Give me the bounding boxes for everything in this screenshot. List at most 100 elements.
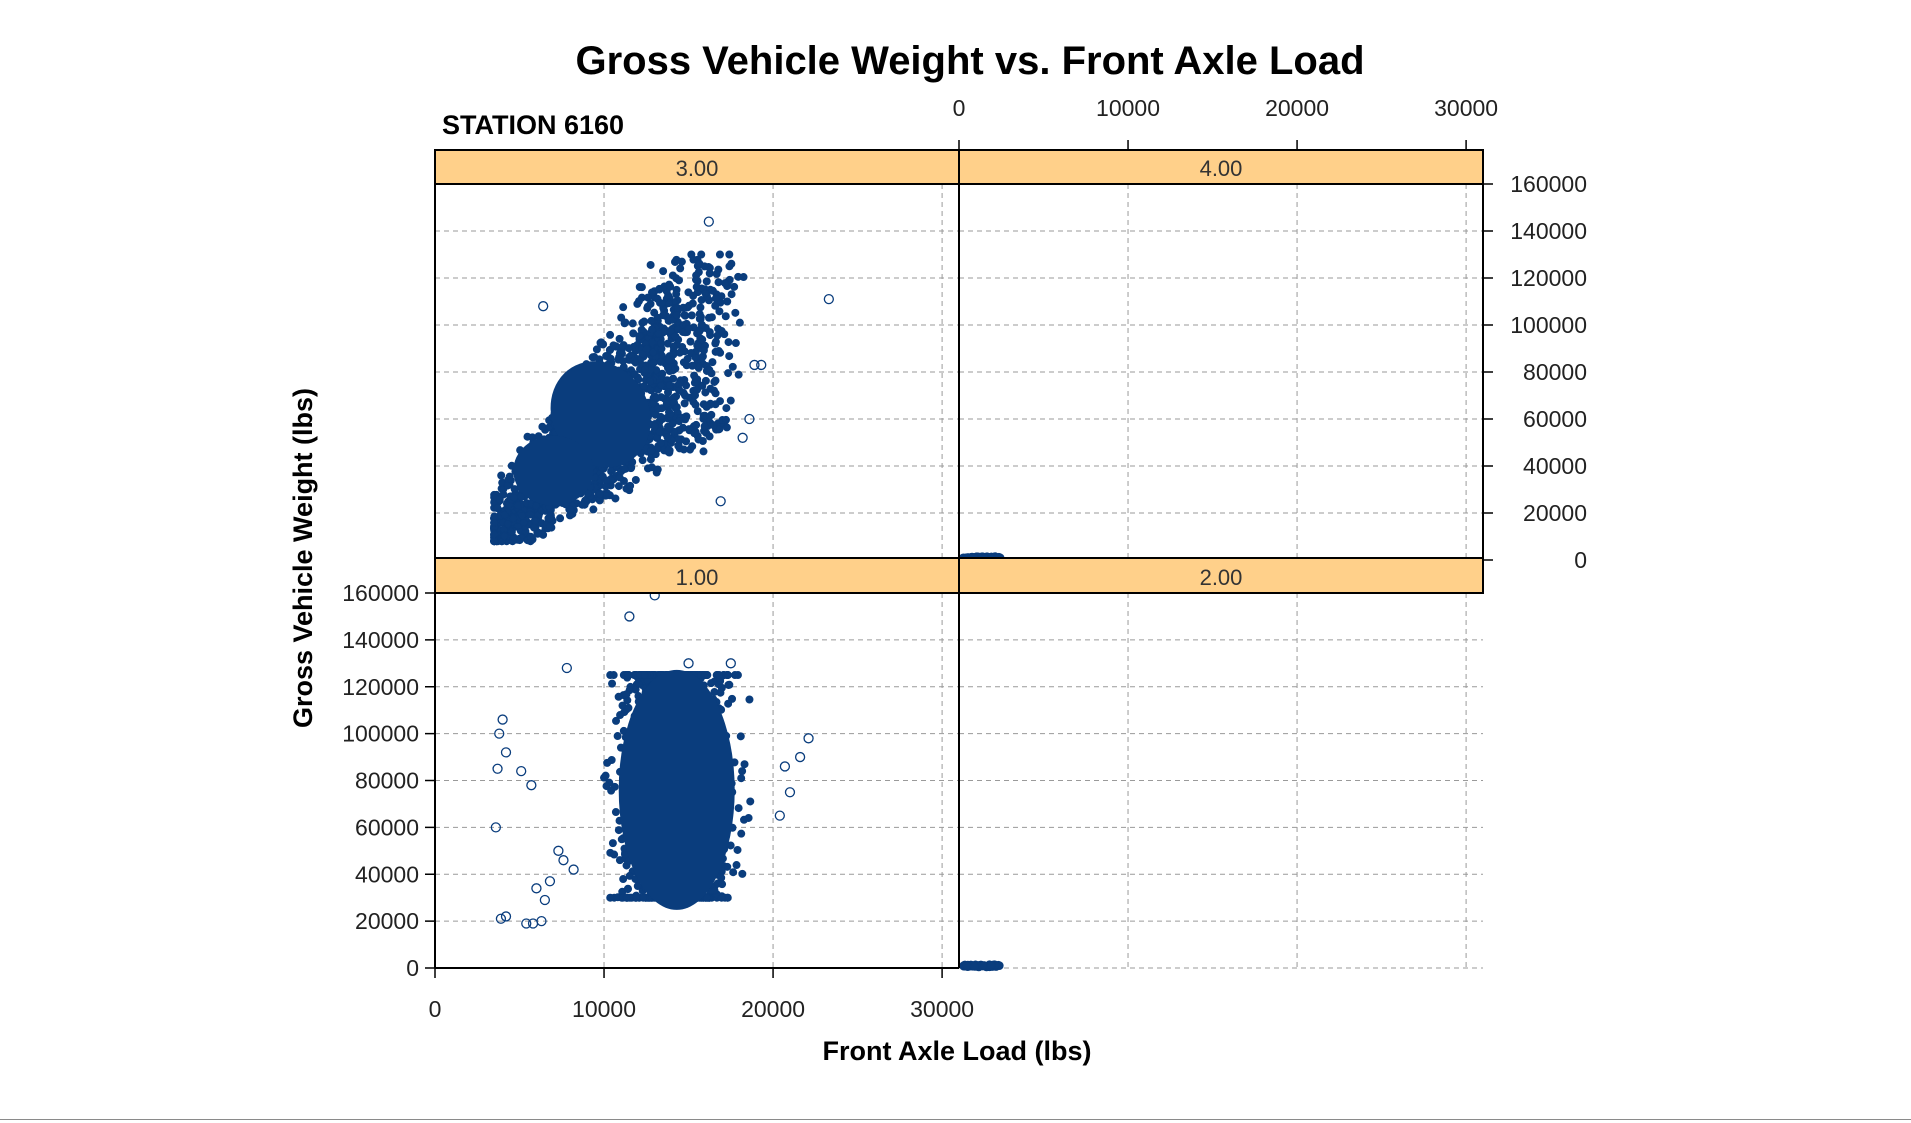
panel-strip [434, 149, 960, 185]
x-tick-label-top: 0 [953, 95, 966, 121]
data-point [589, 505, 598, 514]
outlier-point [794, 751, 806, 763]
data-point [500, 532, 509, 541]
data-point [724, 699, 733, 708]
data-point [615, 473, 624, 482]
data-point [663, 433, 672, 442]
data-point [715, 425, 724, 434]
data-point [526, 510, 535, 519]
data-point [632, 893, 641, 902]
data-point [546, 514, 555, 523]
outlier-point [538, 301, 549, 312]
outlier-point [737, 432, 748, 443]
y-tick-label-right: 140000 [1510, 218, 1587, 244]
outlier-point [774, 810, 785, 821]
data-point [668, 271, 677, 280]
data-point [723, 671, 732, 680]
data-point [725, 680, 734, 689]
data-point-core [550, 361, 651, 468]
y-tick-label-left: 0 [406, 955, 419, 981]
data-point [507, 527, 516, 536]
data-point [692, 420, 701, 429]
outlier-point [527, 918, 539, 929]
data-point [706, 384, 715, 393]
data-point [683, 354, 692, 363]
data-point [624, 703, 633, 712]
data-point [666, 282, 675, 291]
data-point [680, 310, 689, 319]
data-point [538, 422, 547, 431]
data-point [490, 537, 499, 546]
data-point [721, 279, 730, 288]
data-point [628, 319, 637, 328]
data-point [684, 324, 693, 333]
data-point [726, 396, 735, 405]
y-tick-label-right: 40000 [1523, 453, 1587, 479]
y-tick-label-right: 120000 [1510, 265, 1587, 291]
data-point [566, 505, 575, 514]
panels: 3.00 4.00 1.00 2.00 [434, 149, 1484, 972]
data-point [656, 357, 665, 366]
data-point-core [618, 669, 735, 910]
y-axis-label: Gross Vehicle Weight (lbs) [288, 388, 318, 728]
outlier-point [779, 761, 791, 772]
data-point [641, 365, 650, 374]
data-point [639, 893, 648, 902]
data-point [640, 671, 649, 680]
outlier-point [624, 611, 635, 622]
data-point [608, 679, 617, 688]
data-point [646, 377, 655, 386]
y-tick-label-left: 100000 [342, 721, 419, 747]
y-tick-label-right: 160000 [1510, 171, 1587, 197]
data-point [696, 303, 705, 312]
data-point [676, 264, 685, 273]
data-point [711, 294, 720, 303]
data-point [724, 338, 733, 347]
data-point [736, 732, 745, 741]
data-point [672, 403, 681, 412]
data-point [705, 269, 714, 278]
data-point [724, 369, 733, 378]
data-point [714, 278, 723, 287]
data-point [642, 344, 651, 353]
outlier-point [531, 883, 542, 894]
data-point [533, 529, 542, 538]
data-point [607, 786, 616, 795]
data-point [606, 893, 615, 902]
outlier-point [756, 359, 767, 371]
outlier-point [500, 747, 512, 758]
data-point [609, 671, 618, 680]
data-point [711, 389, 720, 398]
data-point [601, 771, 610, 780]
data-point [526, 532, 535, 541]
data-point [663, 339, 672, 348]
data-point [700, 262, 709, 271]
data-point [657, 339, 666, 348]
data-point [662, 399, 671, 408]
data-point [529, 523, 538, 532]
data-point [556, 514, 565, 523]
data-point [664, 356, 673, 365]
data-point [723, 297, 732, 306]
data-point [701, 289, 710, 298]
data-point [670, 332, 679, 341]
data-point [623, 671, 632, 680]
data-point [733, 845, 742, 854]
data-point [664, 445, 673, 454]
data-point [671, 257, 680, 266]
data-point [705, 365, 714, 374]
data-point [519, 518, 528, 527]
y-tick-label-right: 80000 [1523, 359, 1587, 385]
x-tick-label-bottom: 30000 [910, 996, 974, 1022]
data-point [698, 353, 707, 362]
data-point [715, 307, 724, 316]
data-point [730, 671, 739, 680]
y-tick-label-left: 20000 [355, 908, 419, 934]
data-point [653, 404, 662, 413]
x-tick-label-bottom: 0 [429, 996, 442, 1022]
data-point [710, 687, 719, 696]
data-point [677, 257, 686, 266]
data-point [655, 427, 664, 436]
y-tick-label-left: 60000 [355, 814, 419, 840]
